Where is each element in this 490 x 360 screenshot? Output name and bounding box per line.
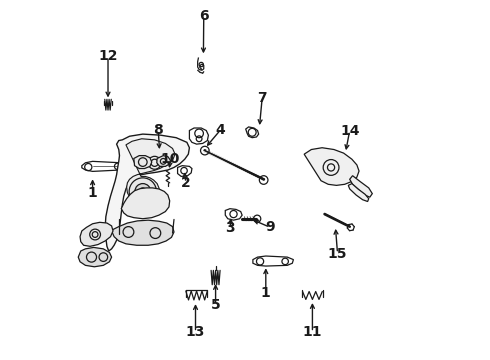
Text: 11: 11 [303,325,322,339]
Polygon shape [78,247,112,267]
Text: 4: 4 [216,123,225,137]
Text: 1: 1 [88,185,98,199]
Text: 12: 12 [98,49,118,63]
Polygon shape [112,220,174,245]
Polygon shape [304,148,359,185]
Polygon shape [350,176,372,197]
Polygon shape [157,156,171,166]
Circle shape [129,178,156,205]
Circle shape [148,156,161,169]
Polygon shape [122,188,170,219]
Text: 7: 7 [257,90,267,104]
Polygon shape [126,139,175,206]
Text: 9: 9 [265,220,275,234]
Text: 15: 15 [328,247,347,261]
Text: 2: 2 [181,176,191,190]
Text: 14: 14 [340,123,360,138]
Polygon shape [80,222,113,246]
Polygon shape [348,184,368,202]
Text: 5: 5 [211,298,220,312]
Polygon shape [134,156,152,168]
Text: 1: 1 [261,286,270,300]
Text: 3: 3 [225,221,235,235]
Text: 6: 6 [199,9,209,23]
Circle shape [135,184,151,199]
Polygon shape [105,134,190,251]
Text: 13: 13 [186,325,205,339]
Text: 8: 8 [153,123,163,137]
Text: 10: 10 [161,152,180,166]
